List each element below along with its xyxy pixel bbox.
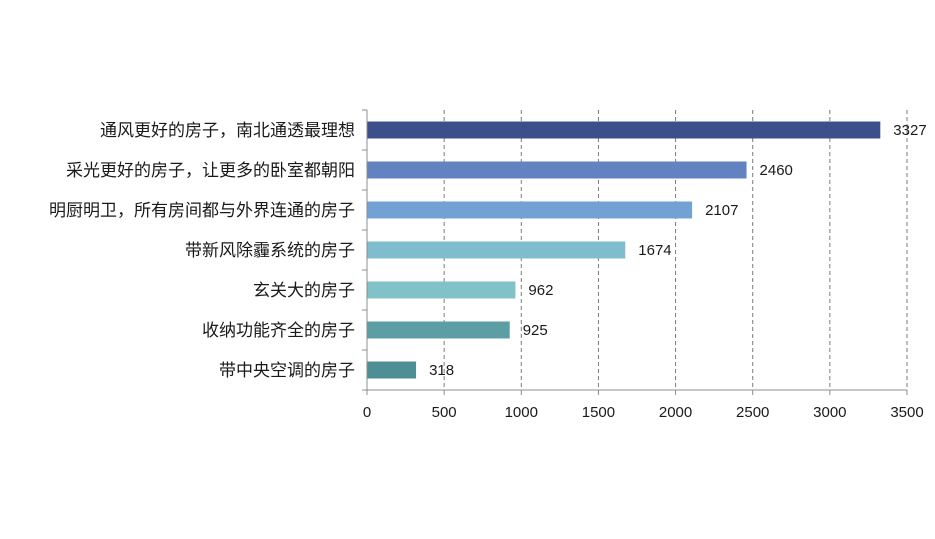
axes (362, 109, 908, 395)
category-label: 采光更好的房子，让更多的卧室都朝阳 (66, 161, 355, 181)
data-label: 925 (523, 322, 548, 339)
x-tick-label: 500 (432, 404, 457, 421)
x-tick-label: 3000 (813, 404, 846, 421)
x-tick-label: 1500 (582, 404, 615, 421)
data-label: 962 (528, 282, 553, 299)
bar (367, 121, 881, 139)
data-label: 318 (429, 362, 454, 379)
x-tick-label: 3500 (890, 404, 923, 421)
bar (367, 281, 516, 299)
category-label: 带新风除霾系统的房子 (185, 241, 355, 261)
data-label: 3327 (893, 122, 926, 139)
bar (367, 321, 510, 339)
x-tick-label: 0 (363, 404, 371, 421)
data-label: 2460 (760, 162, 793, 179)
data-label: 2107 (705, 202, 738, 219)
x-tick-label: 2500 (736, 404, 769, 421)
category-label: 明厨明卫，所有房间都与外界连通的房子 (49, 201, 355, 221)
x-tick-label: 1000 (505, 404, 538, 421)
category-label: 通风更好的房子，南北通透最理想 (100, 121, 355, 141)
category-label: 收纳功能齐全的房子 (202, 321, 355, 341)
bar (367, 361, 417, 379)
category-label: 带中央空调的房子 (219, 361, 355, 381)
bar (367, 201, 693, 219)
bar (367, 161, 747, 179)
labels: 0 500 1000 1500 2000 2500 3000 3500 通风更好的房子，南北通透… (49, 121, 927, 421)
x-tick-label: 2000 (659, 404, 692, 421)
bar (367, 241, 626, 259)
bars (367, 121, 881, 379)
category-label: 玄关大的房子 (253, 281, 355, 301)
data-label: 1674 (638, 242, 671, 259)
